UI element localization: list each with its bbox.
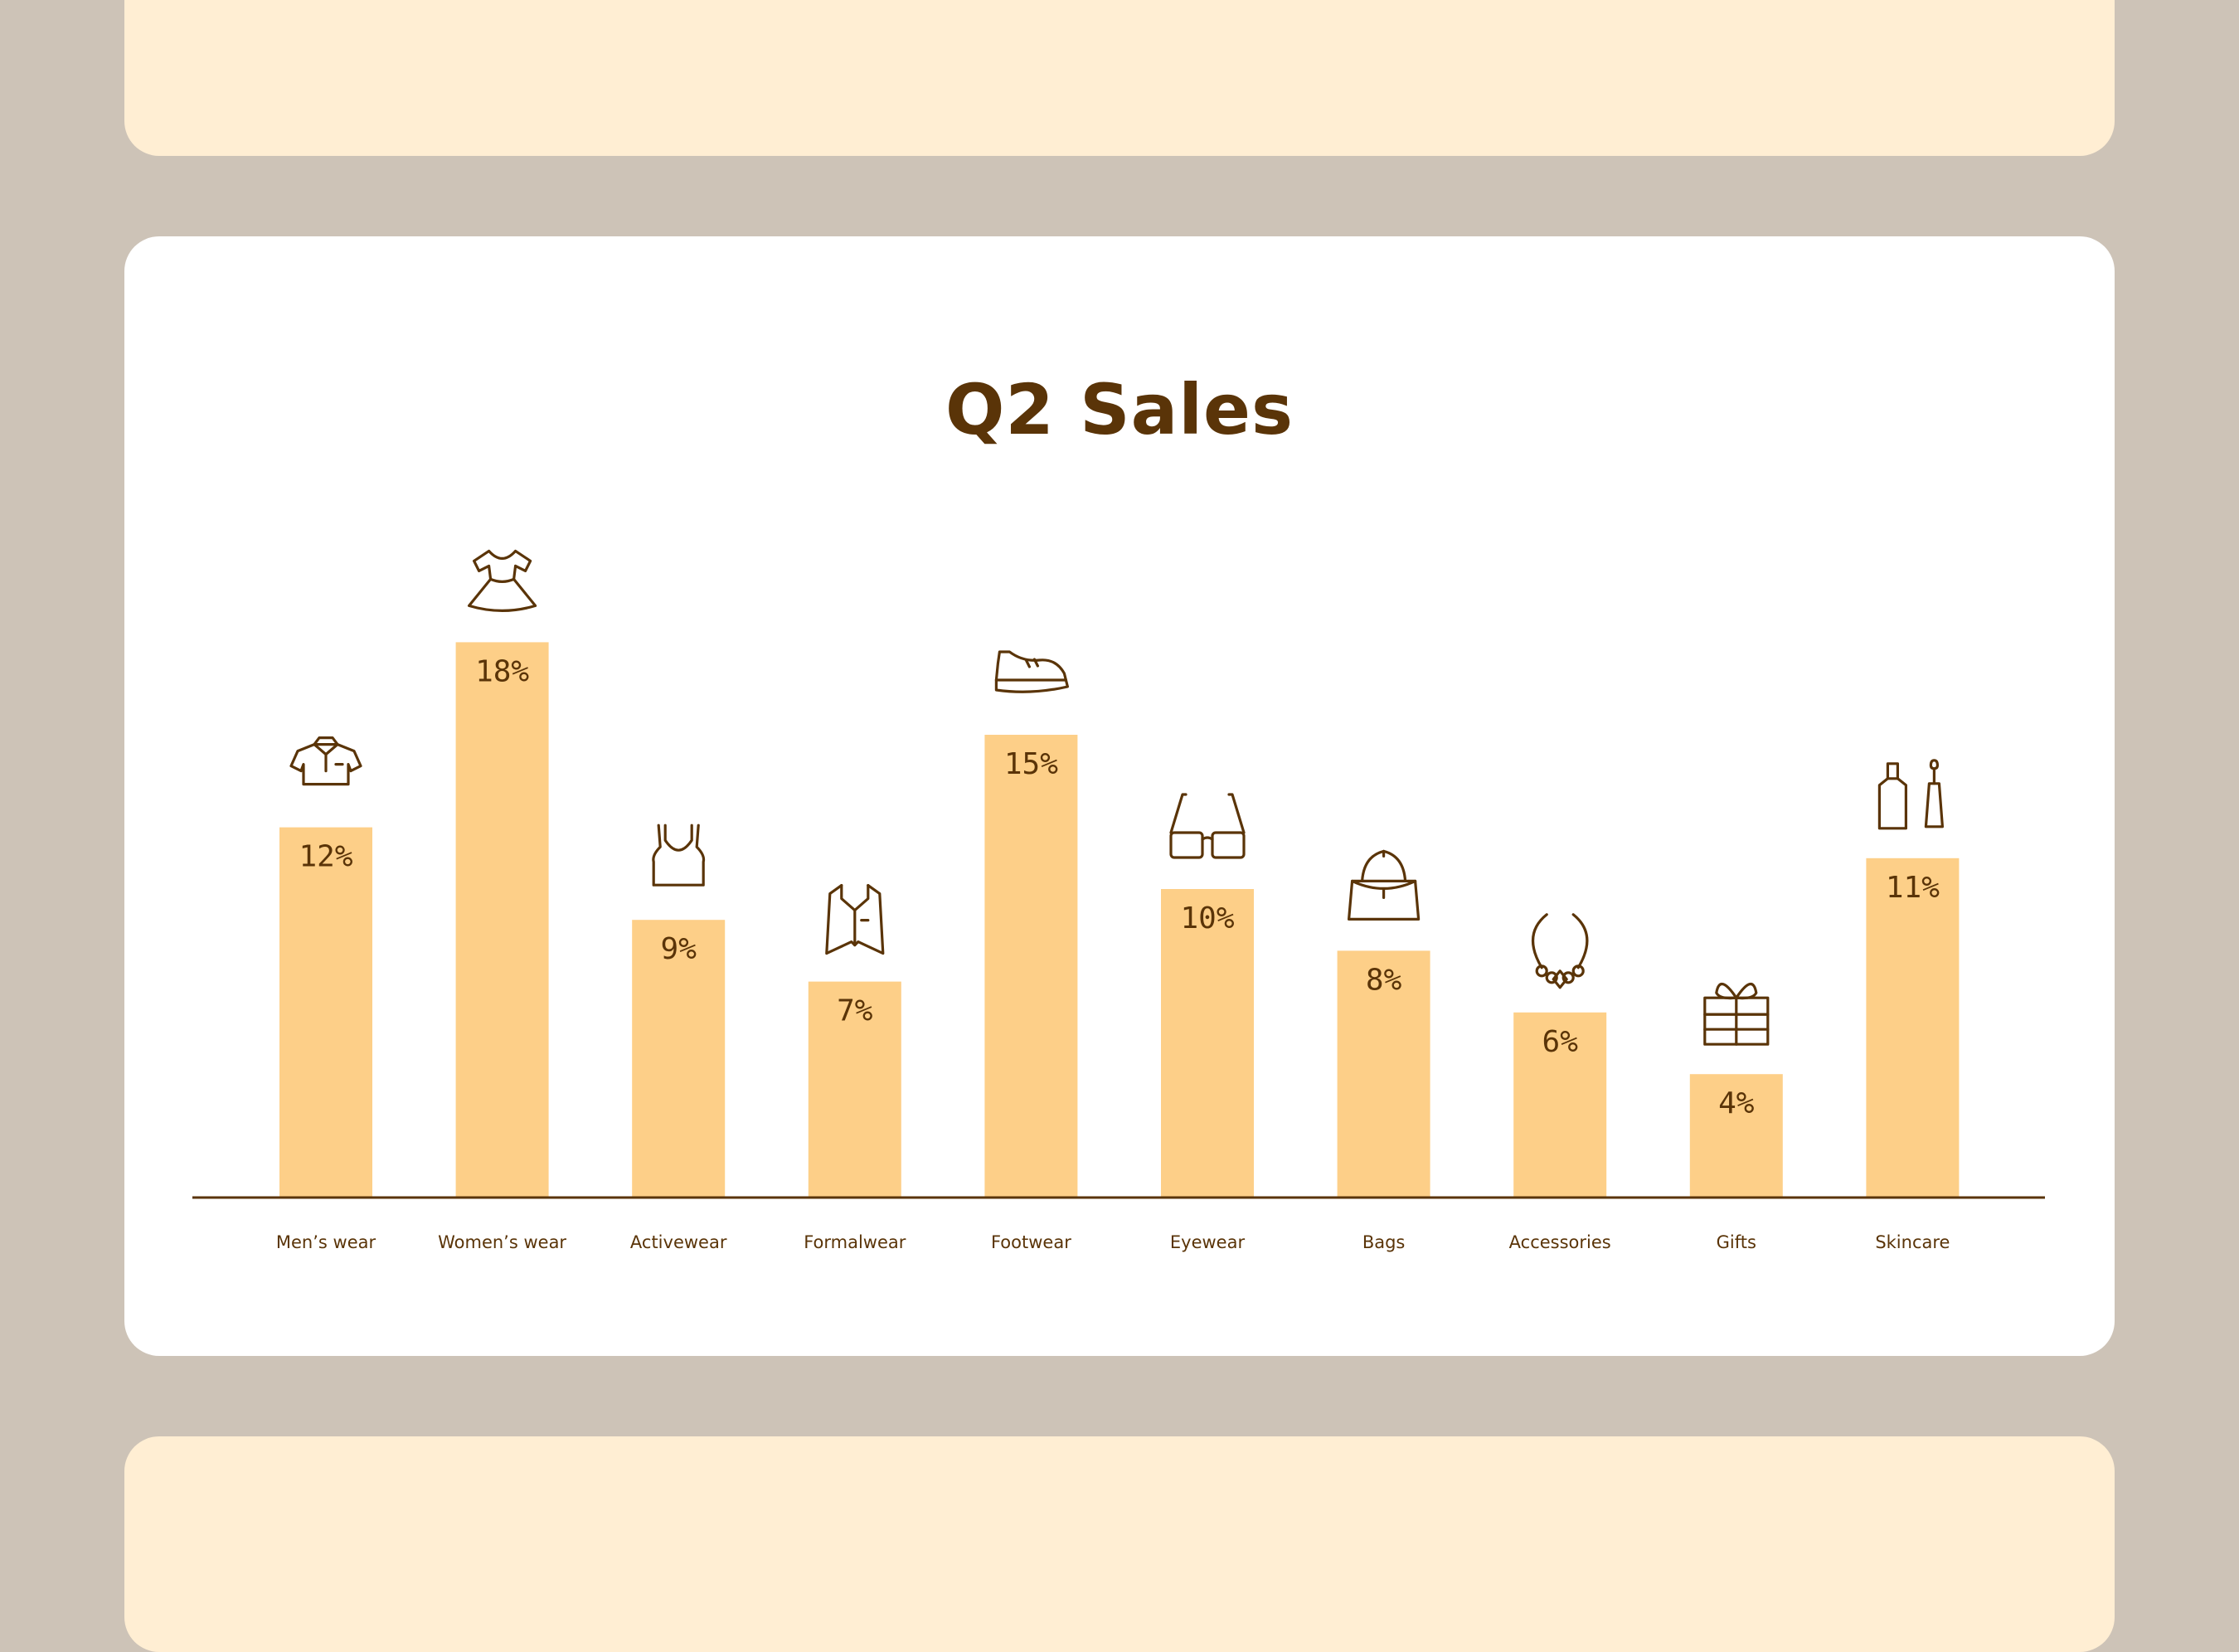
category-label-8: Gifts <box>1717 1232 1756 1252</box>
sunglasses-icon <box>1169 793 1246 859</box>
gift-icon <box>1703 983 1770 1046</box>
bar-4 <box>984 735 1078 1198</box>
dress-icon <box>467 549 537 612</box>
necklace-icon <box>1531 913 1589 989</box>
vest-icon <box>825 883 885 955</box>
bar-7 <box>1513 1012 1607 1198</box>
bar-3 <box>808 981 901 1198</box>
bar-5 <box>1161 889 1254 1198</box>
chart-title: Q2 Sales <box>945 369 1294 450</box>
category-label-6: Bags <box>1362 1232 1406 1252</box>
bar-8 <box>1689 1074 1783 1198</box>
category-label-9: Skincare <box>1875 1232 1950 1252</box>
bar-1 <box>455 642 549 1198</box>
category-label-0: Men’s wear <box>276 1232 376 1252</box>
value-label-4: 15% <box>1004 747 1058 781</box>
bar-9 <box>1866 858 1960 1198</box>
bar-6 <box>1337 950 1430 1198</box>
category-label-1: Women’s wear <box>438 1232 566 1252</box>
value-label-1: 18% <box>475 654 529 688</box>
category-label-5: Eyewear <box>1170 1232 1246 1252</box>
bar-0 <box>279 827 372 1198</box>
bar-2 <box>632 920 726 1198</box>
nail-polish-icon <box>1877 759 1944 830</box>
category-label-2: Activewear <box>630 1232 727 1252</box>
value-label-2: 9% <box>661 932 697 966</box>
handbag-icon <box>1347 849 1421 921</box>
category-label-3: Formalwear <box>804 1232 906 1252</box>
card-top <box>124 0 2115 156</box>
value-label-7: 6% <box>1542 1025 1579 1059</box>
bar-chart: 12% Men’s wear 18% Women’s wear 9% Activewear… <box>192 549 2045 1252</box>
value-label-5: 10% <box>1180 901 1234 935</box>
value-label-8: 4% <box>1718 1086 1755 1120</box>
value-label-3: 7% <box>837 994 873 1028</box>
tank-top-icon <box>652 824 706 887</box>
value-label-9: 11% <box>1886 871 1940 905</box>
value-label-6: 8% <box>1366 963 1402 997</box>
sneaker-icon <box>994 650 1070 693</box>
polo-shirt-icon <box>289 736 362 786</box>
value-label-0: 12% <box>299 840 352 874</box>
category-label-7: Accessories <box>1509 1232 1611 1252</box>
category-label-4: Footwear <box>991 1232 1071 1252</box>
